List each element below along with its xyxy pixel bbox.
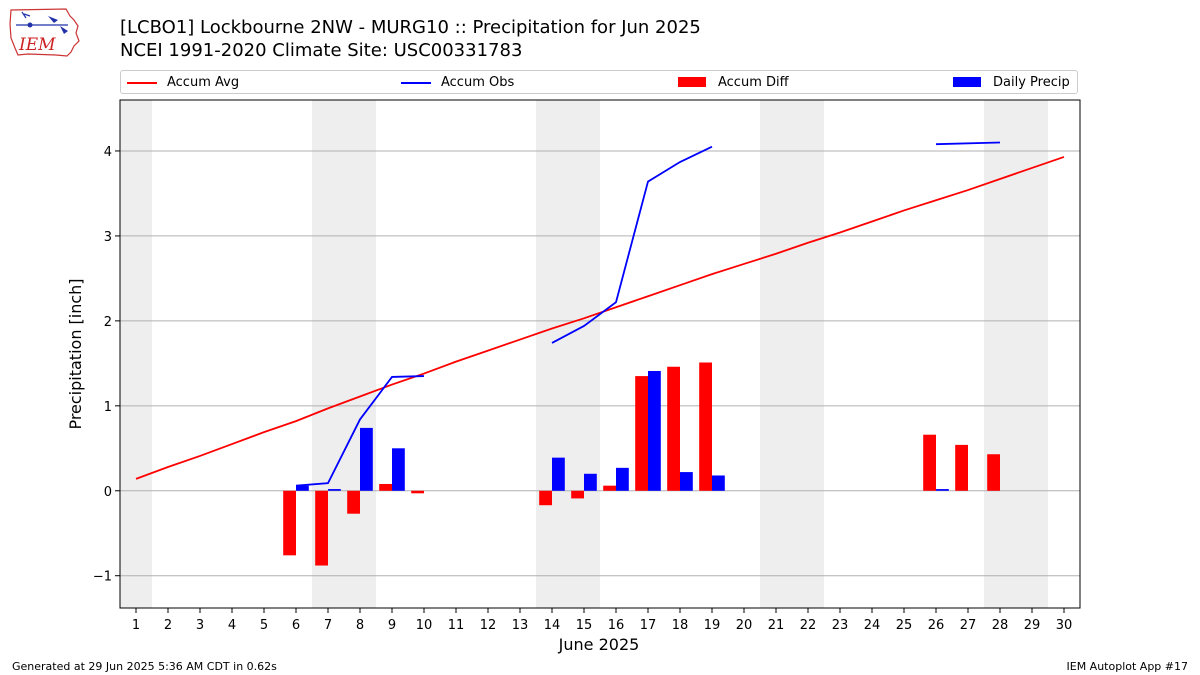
weekend-shade <box>1016 100 1048 608</box>
x-tick-label: 16 <box>608 618 625 633</box>
chart-title: [LCBO1] Lockbourne 2NW - MURG10 :: Preci… <box>120 17 701 38</box>
accum-diff-bar <box>539 490 552 506</box>
accum-diff-bar <box>635 376 648 491</box>
daily-precip-bar <box>712 475 725 491</box>
x-tick-label: 20 <box>736 618 753 633</box>
daily-precip-bar <box>680 472 693 491</box>
x-tick-label: 7 <box>324 618 332 633</box>
iem-logo: IEM <box>8 6 80 62</box>
accum-diff-bar <box>667 366 680 491</box>
x-tick-label: 28 <box>992 618 1009 633</box>
x-tick-label: 18 <box>672 618 689 633</box>
y-tick-label: 2 <box>104 315 112 330</box>
weekend-shade <box>760 100 792 608</box>
accum-obs-line <box>935 141 1001 146</box>
legend-swatch-accum-diff <box>678 77 706 87</box>
legend-swatch-accum-avg <box>127 82 157 84</box>
daily-precip-bar <box>584 473 597 491</box>
logo-text: IEM <box>18 35 56 55</box>
chart-subtitle: NCEI 1991-2020 Climate Site: USC00331783 <box>120 40 523 61</box>
daily-precip-bar <box>328 489 341 491</box>
weekend-shade <box>792 100 824 608</box>
legend-label-daily-precip: Daily Precip <box>993 75 1070 90</box>
accum-obs-line <box>551 145 713 344</box>
x-tick-label: 22 <box>800 618 817 633</box>
y-tick-label: 3 <box>104 230 112 245</box>
legend-swatch-accum-obs <box>401 82 431 84</box>
y-tick-label: 0 <box>104 485 112 500</box>
daily-precip-bar <box>552 457 565 491</box>
x-tick-label: 12 <box>480 618 497 633</box>
legend-label-accum-obs: Accum Obs <box>441 75 515 90</box>
x-tick-label: 15 <box>576 618 593 633</box>
accum-diff-bar <box>571 490 584 499</box>
accum-diff-bar <box>411 490 424 494</box>
x-tick-label: 2 <box>164 618 172 633</box>
accum-obs-line <box>295 375 425 487</box>
legend: Accum Avg Accum Obs Accum Diff Daily Pre… <box>120 70 1078 94</box>
accum-avg-line <box>135 156 1065 480</box>
plot-frame <box>119 99 1081 609</box>
x-tick-label: 3 <box>196 618 204 633</box>
x-tick-label: 29 <box>1024 618 1041 633</box>
x-tick-label: 11 <box>448 618 465 633</box>
x-tick-label: 24 <box>864 618 881 633</box>
x-tick-label: 1 <box>132 618 140 633</box>
x-tick-label: 4 <box>228 618 236 633</box>
weekend-shade <box>120 100 152 608</box>
x-tick-label: 13 <box>512 618 529 633</box>
x-tick-label: 23 <box>832 618 849 633</box>
legend-label-accum-avg: Accum Avg <box>167 75 240 90</box>
accum-diff-bar <box>603 485 616 491</box>
accum-diff-bar <box>987 454 1000 491</box>
x-tick-label: 30 <box>1056 618 1073 633</box>
daily-precip-bar <box>392 448 405 491</box>
x-axis-label: June 2025 <box>558 635 640 654</box>
generated-timestamp: Generated at 29 Jun 2025 5:36 AM CDT in … <box>12 660 277 673</box>
x-tick-label: 6 <box>292 618 300 633</box>
accum-diff-bar <box>283 490 296 556</box>
legend-swatch-daily-precip <box>953 77 981 87</box>
y-axis-label: Precipitation [inch] <box>66 278 85 429</box>
weekend-shade <box>344 100 376 608</box>
weekend-shade <box>536 100 568 608</box>
x-tick-label: 8 <box>356 618 364 633</box>
x-tick-label: 25 <box>896 618 913 633</box>
x-tick-label: 26 <box>928 618 945 633</box>
daily-precip-bar <box>296 485 309 491</box>
daily-precip-bar <box>360 427 373 491</box>
daily-precip-bar <box>936 489 949 491</box>
accum-diff-bar <box>923 434 936 491</box>
x-tick-label: 27 <box>960 618 977 633</box>
x-tick-label: 5 <box>260 618 268 633</box>
accum-diff-bar <box>347 490 360 514</box>
accum-diff-bar <box>315 490 328 566</box>
x-tick-label: 9 <box>388 618 396 633</box>
daily-precip-bar <box>616 467 629 491</box>
y-tick-label: 1 <box>104 400 112 415</box>
legend-label-accum-diff: Accum Diff <box>718 75 789 90</box>
x-tick-label: 21 <box>768 618 785 633</box>
x-tick-label: 10 <box>416 618 433 633</box>
accum-diff-bar <box>379 483 392 491</box>
x-tick-label: 19 <box>704 618 721 633</box>
accum-diff-bar <box>955 444 968 491</box>
y-tick-label: 4 <box>104 145 112 160</box>
app-id: IEM Autoplot App #17 <box>1066 660 1189 673</box>
weekend-shade <box>984 100 1016 608</box>
x-tick-label: 17 <box>640 618 657 633</box>
y-tick-label: −1 <box>93 570 112 585</box>
weekend-shade <box>568 100 600 608</box>
daily-precip-bar <box>648 370 661 491</box>
accum-diff-bar <box>699 362 712 491</box>
x-tick-label: 14 <box>544 618 561 633</box>
